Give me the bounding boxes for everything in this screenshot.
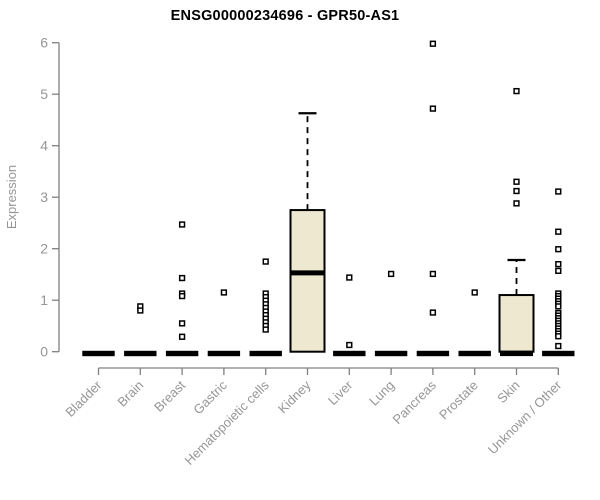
outlier-point [178,333,186,340]
collapsed-box-bar [165,350,199,357]
outlier-point [178,274,186,282]
median-bar [500,350,533,357]
outlier-point [137,307,144,314]
collapsed-box-bar [542,350,575,357]
collapsed-box-bar [82,350,115,357]
outlier-point [471,289,478,296]
outlier-point [555,228,562,235]
outlier-point [346,274,353,281]
outlier-point [178,320,186,327]
outlier-point [429,105,437,112]
outlier-point [555,333,562,340]
y-tick-label: 3 [40,189,48,205]
box [289,209,326,353]
outlier-point [555,261,562,268]
y-tick-label: 2 [40,241,48,257]
x-tick-label: Kidney [275,377,314,416]
collapsed-box-bar [333,350,366,357]
y-tick-label: 5 [40,86,48,102]
collapsed-box-bar [458,350,491,357]
outlier-point [429,270,437,278]
outlier-point [513,87,520,95]
outlier-point [555,342,562,350]
outlier-point [429,40,437,47]
x-tick-label: Prostate [436,378,481,423]
collapsed-box-bar [207,350,241,357]
outlier-point [220,289,228,296]
outlier-point [555,267,562,274]
outlier-point [262,326,269,333]
collapsed-box-bar [124,350,157,357]
y-tick-label: 4 [40,138,48,154]
x-tick-label: Brain [114,378,146,410]
y-tick-label: 1 [40,292,48,308]
chart-title: ENSG00000234696 - GPR50-AS1 [170,8,400,24]
outlier-point [513,200,520,207]
y-tick-label: 0 [40,344,48,360]
outlier-point [429,309,437,316]
outlier-point [513,178,520,185]
outlier-point [178,292,186,300]
outlier-point [555,188,562,195]
collapsed-box-bar [416,350,450,357]
outlier-point [262,258,269,265]
outlier-point [513,187,520,195]
x-tick-label: Liver [325,377,356,408]
x-tick-label: Bladder [62,377,105,420]
collapsed-box-bar [249,350,282,357]
outlier-point [346,341,353,349]
outlier-point [387,270,395,278]
x-tick-label: Pancreas [390,377,440,427]
outlier-point [178,221,186,228]
x-tick-label: Gastric [190,377,230,417]
x-tick-label: Lung [366,378,397,409]
collapsed-box-bar [374,350,408,357]
x-tick-label: Unknown / Other [485,377,565,457]
y-axis-title: Expression [4,165,19,229]
outlier-point [555,303,562,310]
outlier-point [555,246,562,253]
x-tick-label: Breast [151,377,188,414]
x-tick-label: Skin [494,378,522,406]
box [498,294,535,353]
y-tick-label: 6 [40,35,48,51]
